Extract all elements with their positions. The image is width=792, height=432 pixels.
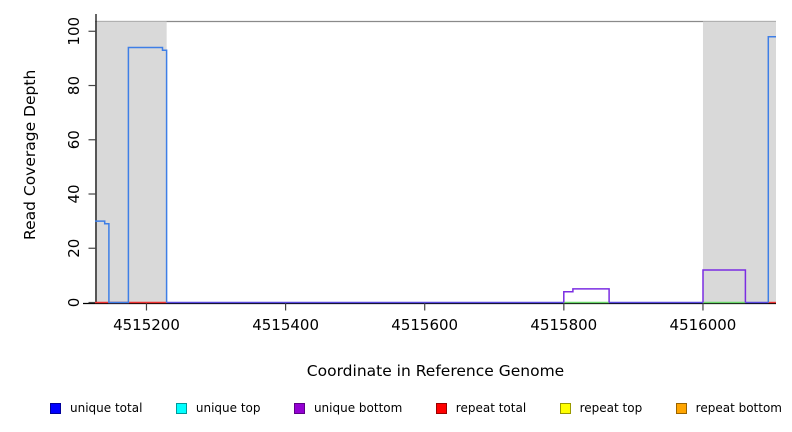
legend-item-repeat-top: repeat top bbox=[559, 401, 643, 415]
legend-label: repeat bottom bbox=[695, 401, 782, 415]
unique-top-swatch-icon bbox=[175, 402, 187, 414]
repeat-top-swatch-icon bbox=[559, 402, 571, 414]
unique-total-swatch-icon bbox=[50, 402, 61, 414]
x-tick-label: 4515200 bbox=[113, 316, 180, 334]
unique-bottom-swatch-icon bbox=[293, 402, 305, 414]
legend-item-unique-total: unique total bbox=[50, 401, 142, 415]
y-axis-title: Read Coverage Depth bbox=[21, 69, 39, 240]
y-tick-label: 60 bbox=[65, 130, 83, 149]
x-tick-label: 4515800 bbox=[530, 316, 597, 334]
shaded-region bbox=[95, 21, 167, 304]
y-tick-label: 20 bbox=[65, 239, 83, 258]
repeat-bottom-swatch-icon bbox=[675, 402, 687, 414]
legend-label: unique top bbox=[195, 401, 261, 415]
repeat-total-swatch-icon bbox=[435, 402, 447, 414]
legend-item-repeat-bottom: repeat bottom bbox=[675, 401, 782, 415]
x-tick-label: 4516000 bbox=[670, 316, 737, 334]
y-tick-label: 80 bbox=[65, 76, 83, 95]
legend-label: repeat top bbox=[579, 401, 643, 415]
legend-label: unique bottom bbox=[313, 401, 403, 415]
y-tick-label: 0 bbox=[65, 298, 83, 308]
legend-item-repeat-total: repeat total bbox=[435, 401, 527, 415]
legend-label: repeat total bbox=[455, 401, 527, 415]
legend-item-unique-top: unique top bbox=[175, 401, 261, 415]
y-tick-label: 100 bbox=[65, 17, 83, 46]
x-tick-label: 4515400 bbox=[252, 316, 319, 334]
y-tick-label: 40 bbox=[65, 184, 83, 203]
legend-item-unique-bottom: unique bottom bbox=[293, 401, 403, 415]
x-tick-label: 4515600 bbox=[391, 316, 458, 334]
legend-label: unique total bbox=[70, 401, 143, 415]
x-axis-title: Coordinate in Reference Genome bbox=[306, 362, 565, 380]
series-unique-total-line bbox=[767, 35, 776, 303]
series-unique-bottom-line bbox=[563, 288, 610, 303]
series-unique-bottom-line bbox=[702, 269, 747, 303]
legend: unique total unique top unique bottom re… bbox=[0, 396, 792, 420]
shaded-region bbox=[702, 21, 776, 304]
series-unique-total-line bbox=[95, 46, 168, 304]
